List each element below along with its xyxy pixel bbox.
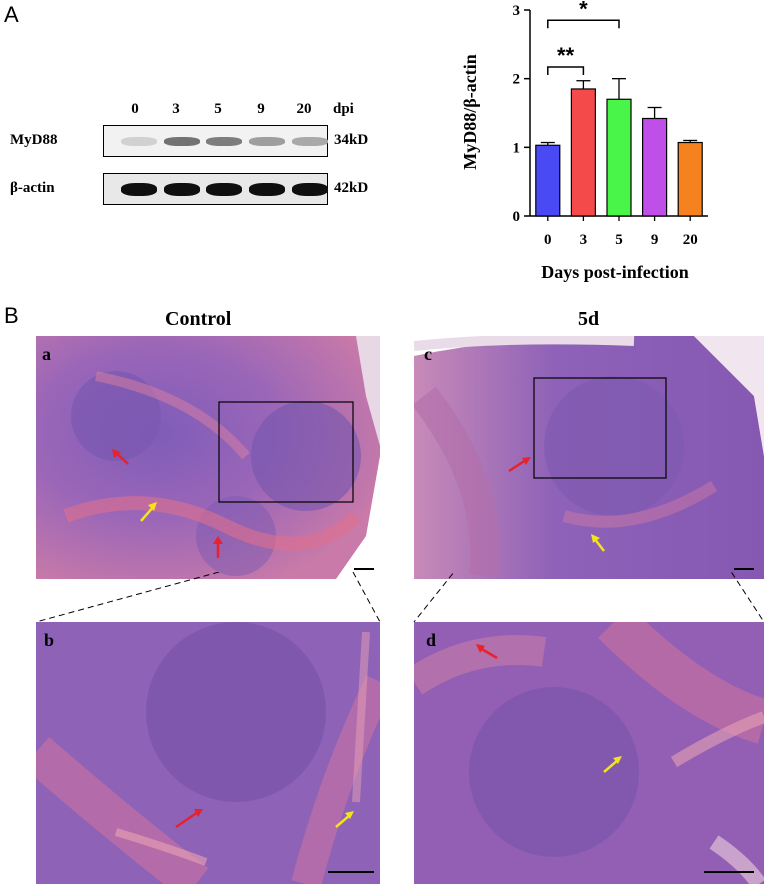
y-tick-label: 2 [513,72,521,88]
subpanel-label-b: b [44,630,55,650]
zoom-box [218,401,354,503]
significance-bracket [547,66,585,75]
actin-blot-strip [103,173,328,205]
significance-bracket [547,19,620,29]
y-tick-label: 0 [513,209,521,225]
histology-image-c: c [414,336,764,579]
significance-label: ** [557,43,575,68]
x-tick-label: 3 [580,232,588,248]
x-axis-label: Days post-infection [541,262,689,282]
blot-band [121,137,157,146]
blot-band [249,137,285,146]
blot-band [121,183,157,196]
blot-band [164,183,200,196]
significance-label: * [579,0,588,21]
x-tick-label: 9 [651,232,659,248]
lane-label: 5 [214,101,222,117]
histology-image-d: d [414,622,764,884]
y-tick-label: 1 [513,140,521,156]
condition-label-control: Control [165,308,232,330]
condition-label-5d: 5d [578,308,600,330]
lane-label: 9 [257,101,265,117]
panel-a-label: A [4,2,19,27]
subpanel-label-a: a [42,344,51,364]
bar [535,144,561,217]
blot-band [206,183,242,196]
panel-b-label: B [4,303,19,328]
histology-image-b: b [36,622,380,884]
x-tick-label: 5 [615,232,623,248]
x-tick-label: 0 [544,232,552,248]
myd88-blot-strip [103,125,328,157]
zoom-box [533,377,667,479]
blot-size-label: 34kD [334,132,369,148]
blot-protein-label: β-actin [10,180,55,196]
subpanel-label-d: d [426,630,437,650]
bar [606,98,632,217]
blot-band [206,137,242,146]
blot-protein-label: MyD88 [10,132,58,148]
bar [677,141,703,217]
blot-size-label: 42kD [334,180,369,196]
blot-band [249,183,285,196]
lane-label: 3 [172,101,180,117]
y-tick-label: 3 [513,3,521,19]
blot-band [292,183,328,196]
blot-band [164,137,200,146]
y-axis-label: MyD88/β-actin [460,54,480,169]
x-tick-label: 20 [683,232,698,248]
lane-unit-label: dpi [333,101,354,117]
histology-image-a: a [36,336,380,579]
lane-label: 20 [296,101,312,117]
zoom-connectors [35,572,765,622]
bar [570,88,597,217]
lane-label: 0 [131,101,139,117]
western-blot: 0 3 5 9 20 dpi MyD88 34kD β-actin 42kD [0,0,400,220]
subpanel-label-c: c [424,344,432,364]
blot-band [292,137,328,146]
bar [642,117,668,217]
